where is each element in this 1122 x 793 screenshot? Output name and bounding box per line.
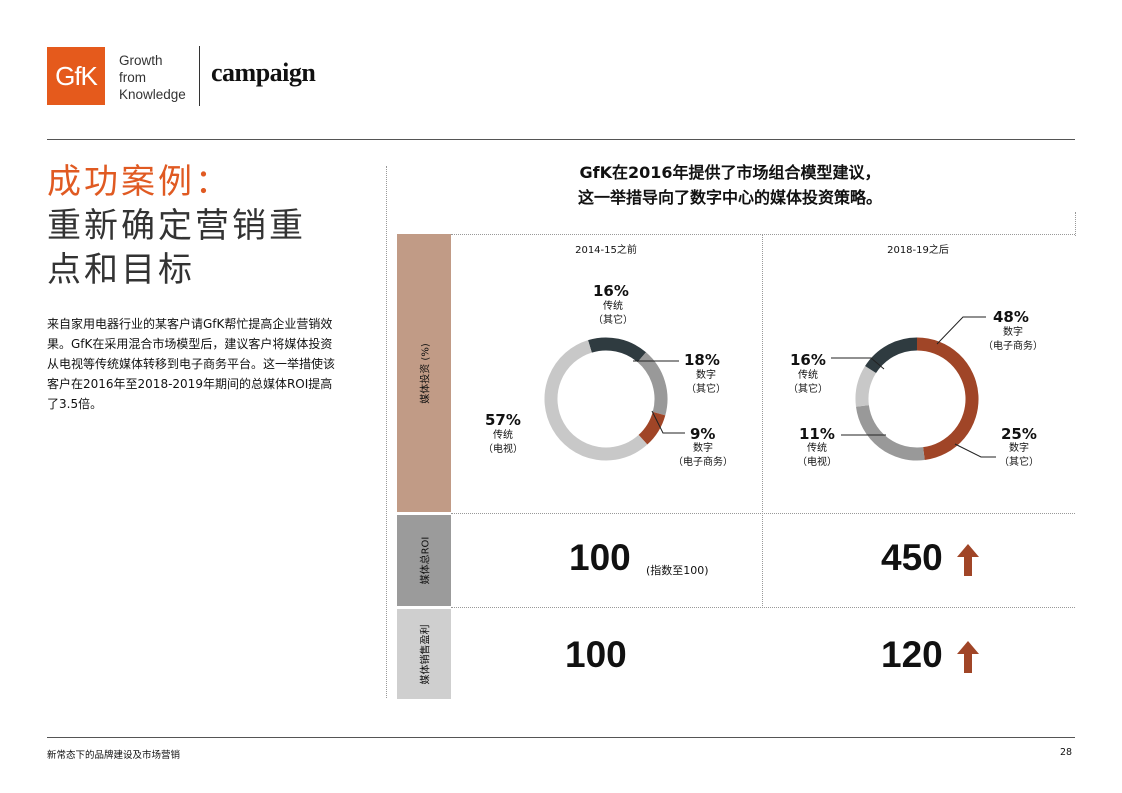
label-after-25-l2: （其它） <box>999 457 1039 468</box>
donut-after-slice-1 <box>855 404 925 461</box>
row-label-roi-text: 媒体总ROI <box>420 536 432 585</box>
label-after-16-l1: 传统 <box>798 370 818 381</box>
profit-after-value: 120 <box>881 634 943 675</box>
label-before-16-l1: 传统 <box>603 301 623 312</box>
gfk-tagline: Growth from Knowledge <box>119 52 186 103</box>
label-after-11-pct: 11% <box>799 425 835 443</box>
label-before-57-pct: 57% <box>485 411 521 429</box>
label-after-16-l2: （其它） <box>788 384 828 395</box>
roi-after-value: 450 <box>881 537 943 578</box>
label-before-18-l2: （其它） <box>686 384 726 395</box>
page-number: 28 <box>1060 747 1073 758</box>
chart-heading: GfK在2016年提供了市场组合模型建议， 这一举措导向了数字中心的媒体投资策略… <box>420 160 1040 210</box>
donut-after-slice-3 <box>865 337 918 374</box>
donut-after <box>855 337 979 461</box>
row-label-media-investment-text: 媒体投资 (%) <box>420 342 432 404</box>
gfk-logo: GfK <box>47 47 105 105</box>
label-after-16-pct: 16% <box>790 351 826 369</box>
label-before-9-desc: 数字 （电子商务） <box>668 442 738 470</box>
label-before-16-desc: 传统 （其它） <box>583 300 643 328</box>
label-after-25-pct: 25% <box>1001 425 1037 443</box>
label-after-11-l1: 传统 <box>807 443 827 454</box>
donut-after-slice-2 <box>855 366 877 407</box>
label-after-16-desc: 传统 （其它） <box>783 369 833 397</box>
label-after-48-pct: 48% <box>993 308 1029 326</box>
roi-up-arrow-icon <box>957 544 979 576</box>
label-before-9-l1: 数字 <box>693 443 713 454</box>
label-after-25-l1: 数字 <box>1009 443 1029 454</box>
campaign-logo: campaign <box>211 58 316 87</box>
chart-heading-line-1: GfK在2016年提供了市场组合模型建议， <box>579 163 881 182</box>
tagline-line-2: from <box>119 70 146 85</box>
leader-line-before-9 <box>651 410 685 434</box>
tagline-line-3: Knowledge <box>119 87 186 102</box>
grid-line-1 <box>451 513 1075 514</box>
leader-line-after-48 <box>936 316 986 345</box>
title-line-2: 重新确定营销重 <box>47 206 306 246</box>
label-before-18-desc: 数字 （其它） <box>681 369 731 397</box>
label-after-11-desc: 传统 （电视） <box>792 442 842 470</box>
donut-after-slice-0 <box>916 337 979 461</box>
donut-before <box>544 337 668 461</box>
label-after-11-l2: （电视） <box>797 457 837 468</box>
row-label-media-investment: 媒体投资 (%) <box>397 234 451 512</box>
donut-before-slice-2 <box>638 411 666 445</box>
roi-before-value: 100 <box>569 537 631 578</box>
leader-line-after-16 <box>831 357 885 370</box>
label-before-57-desc: 传统 （电视） <box>478 429 528 457</box>
label-after-48-desc: 数字 （电子商务） <box>978 326 1048 354</box>
top-rule <box>47 139 1075 140</box>
row-label-roi: 媒体总ROI <box>397 515 451 606</box>
roi-before-note: (指数至100) <box>646 564 709 577</box>
label-before-57-l2: （电视） <box>483 444 523 455</box>
chart-heading-line-2: 这一举措导向了数字中心的媒体投资策略。 <box>577 188 882 207</box>
label-before-18-pct: 18% <box>684 351 720 369</box>
bottom-rule <box>47 737 1075 738</box>
col-head-before: 2014-15之前 <box>575 245 637 256</box>
column-divider <box>386 166 387 698</box>
grid-line-vertical <box>762 234 763 606</box>
case-description: 来自家用电器行业的某客户请GfK帮忙提高企业营销效果。GfK在采用混合市场模型后… <box>47 317 336 411</box>
header-divider <box>199 46 200 106</box>
label-before-57-l1: 传统 <box>493 430 513 441</box>
label-after-48-l2: （电子商务） <box>983 341 1043 352</box>
label-before-9-pct: 9% <box>690 425 716 443</box>
leader-lines <box>633 316 996 458</box>
label-before-9-l2: （电子商务） <box>673 457 733 468</box>
row-label-profit: 媒体销售盈利 <box>397 609 451 699</box>
title-line-1: 成功案例： <box>47 162 232 202</box>
profit-up-arrow-icon <box>957 641 979 673</box>
label-before-16-pct: 16% <box>593 282 629 300</box>
row-label-profit-text: 媒体销售盈利 <box>420 624 432 684</box>
label-before-18-l1: 数字 <box>696 370 716 381</box>
donut-before-slice-0 <box>588 337 647 363</box>
label-after-48-l1: 数字 <box>1003 327 1023 338</box>
col-head-after: 2018-19之后 <box>887 245 949 256</box>
donut-before-slice-1 <box>637 352 668 416</box>
donut-before-slice-3 <box>544 340 648 461</box>
donut-charts <box>544 316 996 461</box>
leader-line-after-25 <box>954 443 996 458</box>
grid-line-top <box>451 234 1075 235</box>
profit-before-value: 100 <box>565 634 627 675</box>
label-before-16-l2: （其它） <box>593 315 633 326</box>
label-after-25-desc: 数字 （其它） <box>994 442 1044 470</box>
tagline-line-1: Growth <box>119 53 163 68</box>
grid-edge-marker <box>1075 212 1076 236</box>
grid-line-2 <box>451 607 1075 608</box>
title-line-3: 点和目标 <box>47 250 195 290</box>
footer-title: 新常态下的品牌建设及市场营销 <box>47 750 181 761</box>
page-title: 成功案例： 重新确定营销重 点和目标 <box>47 160 306 292</box>
